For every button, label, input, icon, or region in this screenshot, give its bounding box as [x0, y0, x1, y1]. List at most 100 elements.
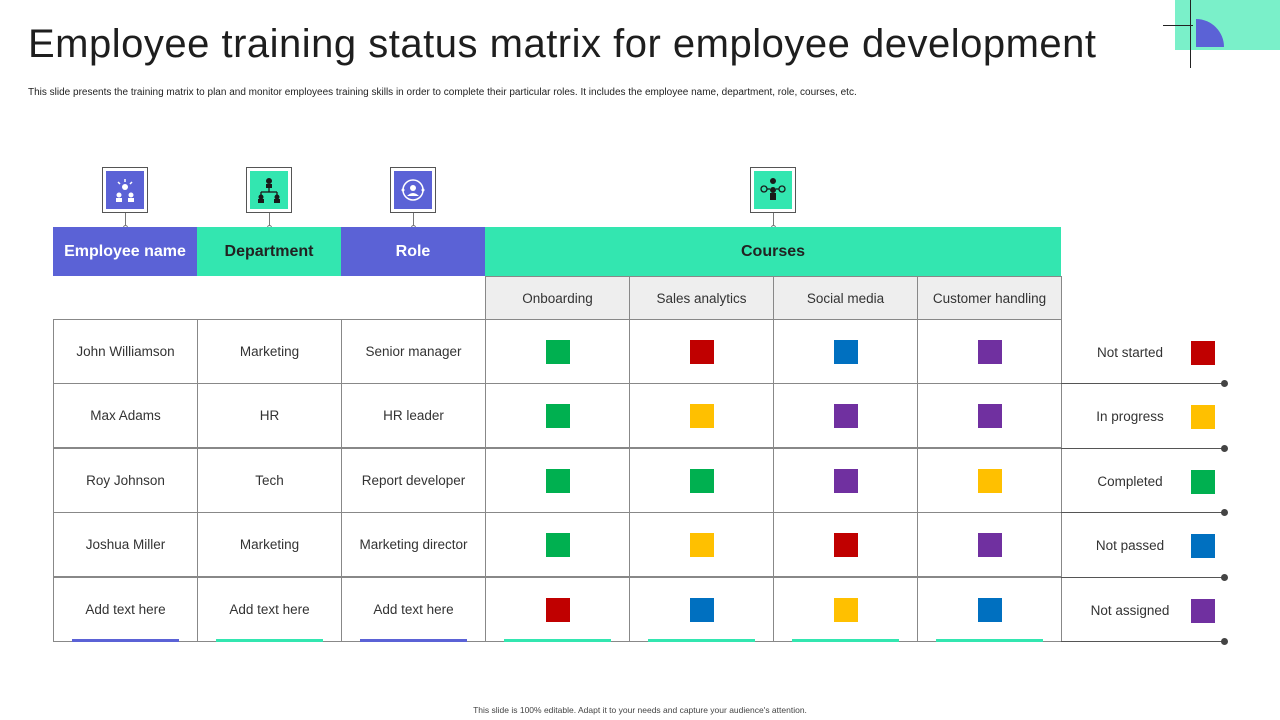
employee-group-icon	[106, 171, 144, 209]
legend-label: Not passed	[1095, 538, 1165, 553]
icon-connector	[413, 213, 414, 227]
legend-divider-dot	[1221, 509, 1228, 516]
status-square-not-assigned	[977, 532, 1002, 557]
accent-bar	[936, 639, 1043, 642]
status-square-completed	[545, 532, 570, 557]
status-square-not-started	[545, 597, 570, 622]
course-status-cell	[485, 512, 630, 577]
accent-bar	[504, 639, 611, 642]
header-department: Department	[197, 227, 341, 276]
page-title: Employee training status matrix for empl…	[28, 22, 1097, 66]
icon-connector	[269, 213, 270, 227]
status-square-not-started	[833, 532, 858, 557]
legend-divider-dot	[1221, 445, 1228, 452]
course-status-cell	[773, 577, 918, 642]
icon-connector	[125, 213, 126, 227]
employee-icon-box	[102, 167, 148, 213]
course-header-customer-handling: Customer handling	[917, 276, 1062, 320]
accent-bar	[216, 639, 323, 642]
page-subtitle: This slide presents the training matrix …	[28, 87, 857, 98]
role-cell: Marketing director	[341, 512, 486, 577]
course-header-sales-analytics: Sales analytics	[629, 276, 774, 320]
legend-divider	[1061, 512, 1224, 513]
course-status-cell	[629, 577, 774, 642]
legend-swatch	[1191, 599, 1215, 623]
status-square-not-passed	[833, 339, 858, 364]
department-cell: HR	[197, 383, 342, 448]
course-status-cell	[917, 319, 1062, 384]
status-square-not-started	[689, 339, 714, 364]
legend-divider	[1061, 577, 1224, 578]
header-role: Role	[341, 227, 485, 276]
status-square-completed	[545, 403, 570, 428]
courses-icon-box	[750, 167, 796, 213]
role-cell: Senior manager	[341, 319, 486, 384]
employee-name-cell: Roy Johnson	[53, 448, 198, 513]
legend-divider	[1061, 641, 1224, 642]
status-square-not-assigned	[833, 403, 858, 428]
corner-line-vertical	[1190, 0, 1191, 68]
legend-label: Completed	[1097, 474, 1163, 489]
course-status-cell	[629, 383, 774, 448]
status-square-completed	[545, 339, 570, 364]
role-cell: Report developer	[341, 448, 486, 513]
accent-bar	[360, 639, 467, 642]
legend-swatch	[1191, 405, 1215, 429]
course-status-cell	[629, 512, 774, 577]
course-status-cell	[917, 512, 1062, 577]
footer-note: This slide is 100% editable. Adapt it to…	[473, 705, 807, 715]
role-cell: Add text here	[341, 577, 486, 642]
course-status-cell	[485, 319, 630, 384]
status-square-completed	[545, 468, 570, 493]
course-status-cell	[773, 319, 918, 384]
role-cell: HR leader	[341, 383, 486, 448]
legend-divider	[1061, 448, 1224, 449]
status-square-not-assigned	[977, 339, 1002, 364]
legend-label: Not assigned	[1090, 603, 1170, 618]
course-status-cell	[629, 448, 774, 513]
course-status-cell	[485, 383, 630, 448]
status-square-completed	[689, 468, 714, 493]
course-status-cell	[917, 383, 1062, 448]
legend-swatch	[1191, 341, 1215, 365]
corner-line-horizontal	[1163, 25, 1193, 26]
status-square-in-progress	[833, 597, 858, 622]
course-status-cell	[485, 577, 630, 642]
course-status-cell	[917, 448, 1062, 513]
courses-network-icon	[754, 171, 792, 209]
employee-name-cell: Max Adams	[53, 383, 198, 448]
employee-name-cell: John Williamson	[53, 319, 198, 384]
course-status-cell	[773, 448, 918, 513]
accent-bar	[792, 639, 899, 642]
header-employee-name: Employee name	[53, 227, 197, 276]
employee-name-cell: Add text here	[53, 577, 198, 642]
status-square-not-passed	[689, 597, 714, 622]
course-status-cell	[485, 448, 630, 513]
status-square-not-assigned	[833, 468, 858, 493]
department-cell: Tech	[197, 448, 342, 513]
course-status-cell	[773, 383, 918, 448]
department-icon-box	[246, 167, 292, 213]
course-header-onboarding: Onboarding	[485, 276, 630, 320]
legend-divider-dot	[1221, 574, 1228, 581]
accent-bar	[72, 639, 179, 642]
course-status-cell	[629, 319, 774, 384]
icon-connector	[773, 213, 774, 227]
accent-bar	[648, 639, 755, 642]
org-chart-icon	[250, 171, 288, 209]
legend-swatch	[1191, 470, 1215, 494]
department-cell: Marketing	[197, 512, 342, 577]
course-header-social-media: Social media	[773, 276, 918, 320]
legend-divider-dot	[1221, 380, 1228, 387]
legend-swatch	[1191, 534, 1215, 558]
status-square-in-progress	[689, 403, 714, 428]
header-courses: Courses	[485, 227, 1061, 276]
role-badge-icon	[394, 171, 432, 209]
department-cell: Marketing	[197, 319, 342, 384]
course-status-cell	[917, 577, 1062, 642]
status-square-in-progress	[977, 468, 1002, 493]
course-status-cell	[773, 512, 918, 577]
role-icon-box	[390, 167, 436, 213]
status-square-in-progress	[689, 532, 714, 557]
department-cell: Add text here	[197, 577, 342, 642]
